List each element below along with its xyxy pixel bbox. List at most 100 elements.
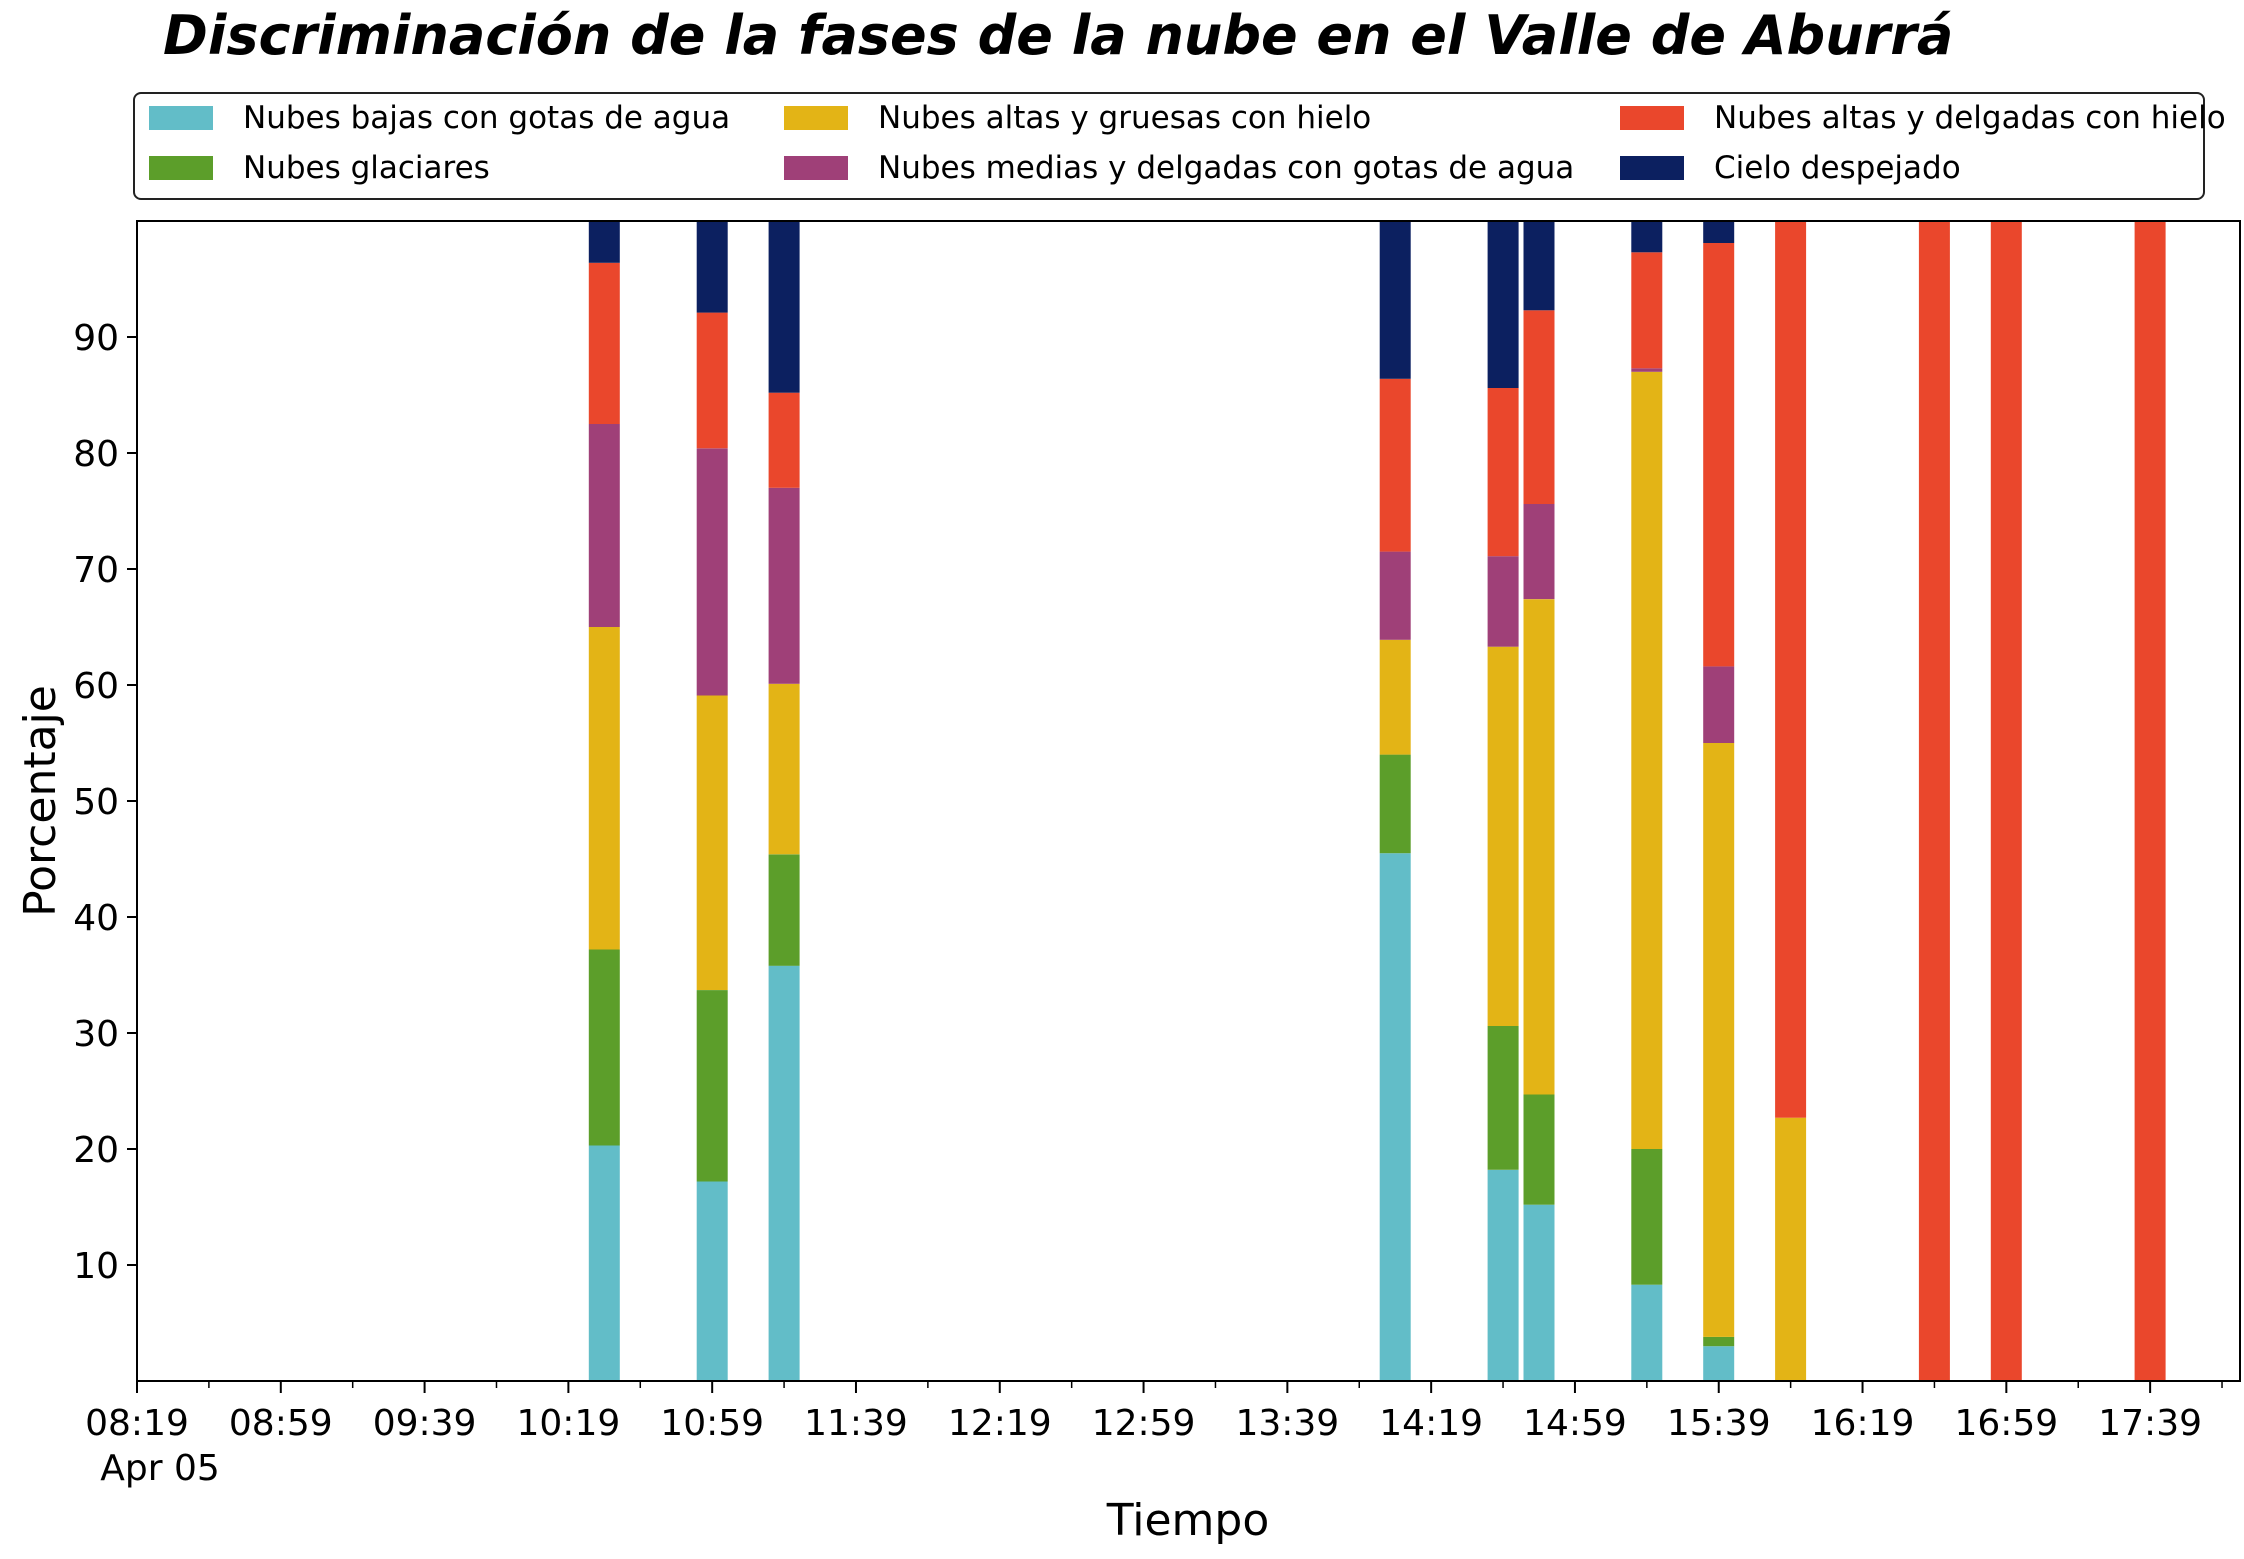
legend-item: Nubes bajas con gotas de agua [149,98,730,138]
x-axis-label: Tiempo [1106,1495,1270,1546]
bar-segment-series3-bar2 [768,487,800,684]
bar-segment-series2-bar7 [1703,743,1735,1337]
y-tick-label: 90 [73,318,119,359]
bar-segment-series5-bar0 [588,221,620,263]
x-tick-label: 14:19 [1379,1403,1483,1444]
bar-segment-series0-bar7 [1703,1346,1735,1381]
bar-segment-series4-bar10 [1990,221,2022,1381]
legend: Nubes bajas con gotas de agua Nubes glaci… [133,92,2226,200]
bar-segment-series1-bar7 [1703,1336,1735,1347]
x-tick-label: 16:19 [1811,1403,1915,1444]
x-tick-label: 17:39 [2098,1403,2202,1444]
bar-segment-series4-bar11 [2134,221,2166,1381]
x-tick-label: 09:39 [373,1403,477,1444]
x-tick-label: 12:19 [948,1403,1052,1444]
x-tick-label: 10:19 [517,1403,621,1444]
y-tick-label: 50 [73,782,119,823]
x-tick-label: 14:59 [1523,1403,1627,1444]
legend-swatch [784,106,848,130]
bar-segment-series3-bar0 [588,424,620,627]
bar-segment-series2-bar0 [588,627,620,950]
x-tick-label: 12:59 [1092,1403,1196,1444]
bar-segment-series1-bar0 [588,949,620,1146]
bar-segment-series0-bar4 [1487,1169,1519,1381]
bar-segment-series0-bar2 [768,965,800,1381]
y-tick-label: 10 [73,1246,119,1287]
y-tick-label: 40 [73,898,119,939]
bar-segment-series2-bar2 [768,683,800,855]
bar-segment-series5-bar3 [1379,221,1411,379]
y-tick-label: 20 [73,1130,119,1171]
bar-segment-series5-bar2 [768,221,800,393]
bar-segment-series0-bar5 [1523,1204,1555,1381]
bar-segment-series0-bar1 [696,1181,728,1381]
bar-segment-series4-bar2 [768,392,800,488]
bar-segment-series5-bar4 [1487,221,1519,388]
y-axis-label: Porcentaje [15,685,66,917]
legend-label: Nubes bajas con gotas de agua [243,100,731,136]
bar-segment-series2-bar3 [1379,639,1411,755]
legend-swatch [149,106,213,130]
legend-item: Nubes altas y delgadas con hielo [1620,98,2226,138]
y-tick-label: 60 [73,666,119,707]
bar-segment-series0-bar3 [1379,853,1411,1381]
bar-segment-series5-bar7 [1703,221,1735,243]
legend-item: Nubes glaciares [149,148,490,188]
bar-segment-series3-bar1 [696,448,728,696]
bar-segment-series3-bar3 [1379,551,1411,640]
bar-segment-series1-bar6 [1631,1149,1663,1285]
x-tick-label: 15:39 [1667,1403,1771,1444]
legend-swatch [784,156,848,180]
bar-segment-series3-bar6 [1631,368,1663,372]
y-tick-label: 80 [73,434,119,475]
bar-segment-series4-bar4 [1487,388,1519,557]
legend-swatch [1620,156,1684,180]
y-tick-label: 30 [73,1014,119,1055]
bar-segment-series5-bar5 [1523,221,1555,311]
y-tick-label: 70 [73,550,119,591]
bar-segment-series4-bar0 [588,262,620,424]
bar-segment-series3-bar4 [1487,556,1519,647]
bar-segment-series1-bar4 [1487,1026,1519,1170]
bar-segment-series1-bar5 [1523,1094,1555,1205]
bar-segment-series4-bar7 [1703,243,1735,667]
legend-label: Nubes medias y delgadas con gotas de agu… [878,150,1575,186]
bar-segment-series2-bar6 [1631,371,1663,1149]
legend-label: Nubes altas y delgadas con hielo [1714,100,2226,136]
bar-segment-series2-bar4 [1487,646,1519,1026]
bars-layer [588,221,2166,1381]
bar-segment-series4-bar3 [1379,378,1411,552]
legend-label: Nubes altas y gruesas con hielo [878,100,1372,136]
chart-title: Discriminación de la fases de la nube en… [163,4,1954,67]
x-tick-label: 10:59 [660,1403,764,1444]
bar-segment-series4-bar6 [1631,252,1663,369]
x-axis: 08:19 08:59 09:39 10:19 10:59 11:39 12:19 12:59… [85,1381,2223,1444]
x-tick-label: 11:39 [804,1403,908,1444]
x-tick-label: 08:19 [85,1403,189,1444]
x-date-label: Apr 05 [100,1448,220,1489]
y-axis: 10 20 30 40 50 60 70 80 90 [73,318,137,1287]
bar-segment-series4-bar1 [696,312,728,449]
legend-item: Nubes medias y delgadas con gotas de agu… [784,148,1574,188]
bar-segment-series4-bar5 [1523,310,1555,504]
bar-segment-series1-bar3 [1379,754,1411,854]
x-tick-label: 13:39 [1235,1403,1339,1444]
legend-label: Nubes glaciares [243,150,490,186]
legend-item: Nubes altas y gruesas con hielo [784,98,1371,138]
x-tick-label: 08:59 [229,1403,333,1444]
bar-segment-series1-bar2 [768,854,800,966]
bar-segment-series3-bar5 [1523,504,1555,600]
legend-item: Cielo despejado [1620,148,1961,188]
bar-segment-series1-bar1 [696,990,728,1182]
bar-segment-series5-bar6 [1631,221,1663,253]
bar-segment-series4-bar9 [1918,221,1950,1381]
bar-segment-series5-bar1 [696,221,728,313]
bar-segment-series2-bar5 [1523,599,1555,1095]
bar-segment-series0-bar6 [1631,1284,1663,1381]
legend-swatch [1620,106,1684,130]
bar-segment-series2-bar1 [696,695,728,990]
bar-segment-series2-bar8 [1775,1117,1807,1381]
bar-segment-series0-bar0 [588,1145,620,1381]
legend-swatch [149,156,213,180]
